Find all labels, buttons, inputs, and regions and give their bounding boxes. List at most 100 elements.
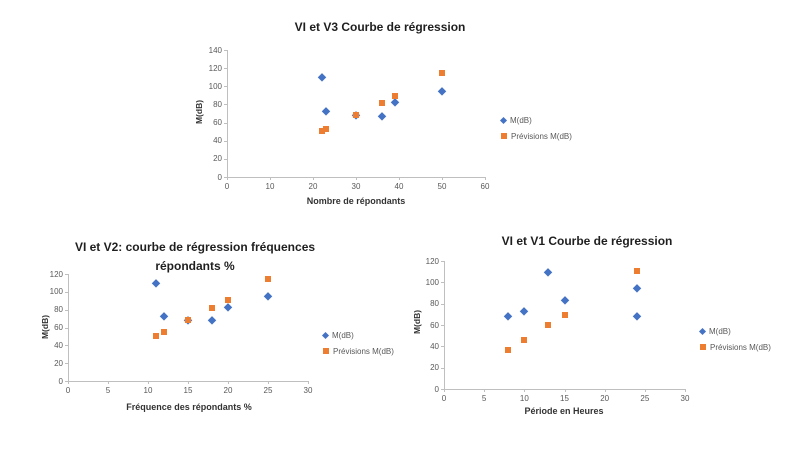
y-tick-label: 40 — [54, 340, 63, 350]
scatter-point-mdb — [152, 279, 160, 287]
scatter-point-previsions — [225, 296, 231, 303]
y-tick-mark — [65, 309, 68, 311]
y-tick-label: 20 — [213, 154, 222, 164]
y-tick-mark — [224, 140, 227, 142]
y-tick-mark — [65, 345, 68, 347]
x-tick-mark — [484, 389, 486, 392]
scatter-point-previsions — [521, 336, 528, 343]
y-tick-label: 0 — [58, 376, 63, 386]
scatter-point-mdb — [352, 111, 360, 120]
y-tick-mark — [65, 274, 68, 275]
legend-label: Prévisions M(dB) — [710, 342, 771, 352]
scatter-point-mdb — [184, 316, 192, 325]
x-tick-mark — [270, 177, 271, 180]
scatter-point-mdb — [377, 112, 386, 121]
y-tick-label: 20 — [54, 358, 63, 368]
scatter-point-mdb — [438, 86, 446, 95]
scatter-point-mdb — [544, 267, 553, 276]
scatter-point-previsions — [161, 328, 167, 335]
y-tick-label: 120 — [208, 63, 222, 73]
legend-square-icon — [323, 348, 329, 354]
x-tick-mark — [227, 177, 228, 180]
x-tick-label: 60 — [480, 182, 490, 191]
scatter-point-previsions — [209, 304, 215, 311]
scatter-point-mdb — [560, 296, 569, 305]
x-tick-label: 20 — [308, 182, 318, 191]
legend-item-mdb: M(dB) — [499, 112, 532, 128]
x-tick-mark — [524, 389, 526, 392]
scatter-point-mdb — [317, 73, 326, 82]
y-tick-mark — [441, 389, 444, 390]
x-tick-mark — [604, 389, 606, 392]
x-tick-label: 10 — [143, 386, 153, 395]
y-axis-line — [68, 274, 69, 382]
y-tick-mark — [441, 346, 444, 348]
scatter-point-previsions — [353, 112, 359, 119]
scatter-point-mdb — [322, 106, 330, 115]
x-tick-mark — [485, 177, 486, 180]
y-tick-mark — [441, 282, 444, 284]
y-tick-label: 40 — [430, 341, 439, 351]
scatter-point-previsions — [633, 267, 640, 274]
legend-diamond-icon — [499, 116, 508, 124]
x-tick-label: 0 — [224, 182, 230, 191]
y-axis-line — [227, 50, 228, 178]
scatter-point-mdb — [632, 283, 641, 292]
y-tick-label: 60 — [430, 320, 439, 330]
y-tick-mark — [224, 177, 227, 178]
legend-item-previsions: Prévisions M(dB) — [700, 339, 771, 355]
legend-label: M(dB) — [510, 115, 532, 125]
y-tick-label: 20 — [430, 363, 439, 373]
x-axis-title: Période en Heures — [524, 406, 604, 416]
y-tick-label: 0 — [434, 384, 439, 394]
x-tick-label: 10 — [265, 182, 275, 191]
y-tick-label: 80 — [54, 305, 63, 315]
scatter-point-mdb — [390, 97, 399, 106]
y-tick-mark — [441, 303, 444, 305]
scatter-point-previsions — [378, 99, 385, 106]
x-tick-mark — [188, 381, 189, 384]
legend-item-previsions: Prévisions M(dB) — [501, 128, 572, 144]
legend-label: M(dB) — [709, 326, 731, 336]
x-tick-label: 0 — [65, 386, 71, 395]
scatter-point-mdb — [632, 312, 641, 321]
y-tick-mark — [224, 122, 227, 124]
x-tick-mark — [356, 177, 357, 180]
x-tick-mark — [313, 177, 314, 180]
legend-diamond-icon — [698, 327, 707, 335]
scatter-point-previsions — [439, 69, 445, 76]
y-tick-mark — [441, 261, 444, 262]
scatter-point-mdb — [160, 312, 168, 320]
x-axis-line — [227, 177, 486, 178]
scatter-point-previsions — [391, 93, 398, 100]
y-tick-label: 120 — [49, 269, 63, 279]
legend-item-previsions: Prévisions M(dB) — [323, 343, 394, 359]
x-tick-label: 30 — [351, 182, 361, 191]
y-tick-mark — [65, 327, 68, 329]
x-axis-title: Nombre de répondants — [306, 196, 406, 206]
x-tick-mark — [308, 381, 309, 384]
scatter-point-mdb — [264, 292, 272, 301]
scatter-point-previsions — [153, 333, 159, 340]
chart-title: VI et V3 Courbe de régression — [294, 20, 466, 34]
y-tick-label: 80 — [430, 299, 439, 309]
x-tick-label: 20 — [600, 394, 610, 403]
scatter-point-previsions — [561, 312, 568, 319]
y-tick-label: 80 — [213, 99, 222, 109]
scatter-point-mdb — [520, 307, 529, 316]
y-tick-label: 0 — [217, 172, 222, 182]
x-tick-mark — [68, 381, 69, 384]
x-tick-mark — [268, 381, 269, 384]
legend-square-icon — [501, 133, 507, 139]
x-axis-line — [444, 389, 686, 390]
x-tick-mark — [399, 177, 400, 180]
scatter-point-mdb — [208, 316, 216, 325]
y-tick-mark — [441, 325, 444, 326]
x-tick-mark — [442, 177, 443, 180]
x-tick-label: 15 — [183, 386, 193, 395]
x-tick-label: 25 — [263, 386, 273, 395]
y-tick-mark — [65, 381, 68, 382]
